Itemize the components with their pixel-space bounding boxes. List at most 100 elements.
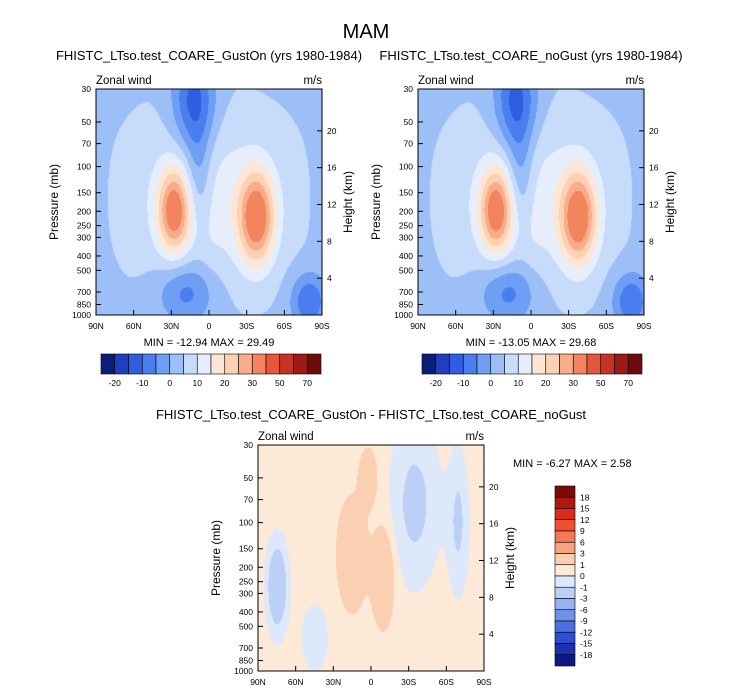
- x-tick-label: 30S: [561, 321, 576, 331]
- height-tick-label: 12: [649, 200, 659, 210]
- y-tick-label: 250: [239, 577, 253, 587]
- height-tick-label: 4: [489, 629, 494, 639]
- colorbar-label: -15: [580, 639, 593, 649]
- colorbar-box: [554, 519, 576, 532]
- colorbar-box: [554, 586, 576, 599]
- colorbar-label: 20: [220, 378, 230, 388]
- colorbar-box: [114, 353, 129, 375]
- colorbar-box: [554, 508, 576, 521]
- left-label: Zonal wind: [258, 431, 314, 443]
- height-tick-label: 8: [649, 236, 654, 246]
- y-tick-label: 100: [399, 162, 413, 172]
- colorbar-label: 30: [569, 378, 579, 388]
- y-tick-label: 70: [404, 139, 414, 149]
- x-tick-label: 30S: [401, 677, 416, 687]
- colorbar-label: -10: [457, 378, 470, 388]
- colorbar-box: [627, 353, 643, 375]
- height-axis-title: Height (km): [663, 171, 677, 233]
- minmax-label: MIN = -13.05 MAX = 29.68: [466, 337, 597, 349]
- y-tick-label: 700: [239, 643, 253, 653]
- colorbar-box: [559, 353, 574, 375]
- y-tick-label: 100: [77, 162, 91, 172]
- colorbar-label: 10: [514, 378, 524, 388]
- colorbar-box: [554, 553, 576, 566]
- colorbar: -20 -10 0 10 20 30 50 70: [100, 353, 322, 388]
- y-tick-label: 200: [77, 206, 91, 216]
- colorbar-label: 50: [596, 378, 606, 388]
- height-tick-label: 4: [649, 273, 654, 283]
- y-tick-label: 850: [77, 300, 91, 310]
- height-tick-label: 20: [327, 126, 337, 136]
- contour-field: [258, 445, 484, 671]
- figure-title: MAM: [343, 21, 390, 43]
- y-tick-label: 70: [244, 495, 254, 505]
- colorbar-box: [490, 353, 505, 375]
- colorbar-label: 70: [303, 378, 313, 388]
- colorbar-label: 20: [541, 378, 551, 388]
- colorbar-label: 3: [580, 549, 585, 559]
- height-tick-label: 16: [649, 163, 659, 173]
- colorbar-label: 30: [248, 378, 258, 388]
- y-tick-label: 1000: [72, 310, 91, 320]
- y-tick-label: 850: [399, 300, 413, 310]
- colorbar-box: [238, 353, 253, 375]
- y-tick-label: 150: [399, 188, 413, 198]
- colorbar: -20 -10 0 10 20 30 50 70: [421, 353, 643, 388]
- height-tick-label: 20: [489, 482, 499, 492]
- y-tick-label: 500: [239, 621, 253, 631]
- height-tick-label: 8: [489, 592, 494, 602]
- y-tick-label: 250: [77, 221, 91, 231]
- colorbar-box: [449, 353, 464, 375]
- colorbar-box: [279, 353, 294, 375]
- y-tick-label: 150: [77, 188, 91, 198]
- y-tick-label: 30: [82, 84, 92, 94]
- colorbar-label: 10: [193, 378, 203, 388]
- y-tick-label: 1000: [234, 666, 253, 676]
- colorbar-label: -20: [430, 378, 443, 388]
- colorbar-label: 9: [580, 526, 585, 536]
- x-tick-label: 90S: [476, 677, 491, 687]
- colorbar-label: 0: [488, 378, 493, 388]
- right-label: m/s: [625, 75, 644, 87]
- colorbar-box: [128, 353, 143, 375]
- panel-gust-on: FHISTC_LTso.test_COARE_GustOn (yrs 1980-…: [47, 48, 362, 388]
- panel-title: FHISTC_LTso.test_COARE_noGust (yrs 1980-…: [379, 48, 682, 63]
- y-tick-label: 400: [77, 251, 91, 261]
- y-tick-label: 1000: [394, 310, 413, 320]
- x-tick-label: 60N: [448, 321, 464, 331]
- x-tick-label: 30N: [486, 321, 502, 331]
- height-axis-title: Height (km): [503, 527, 517, 589]
- y-tick-label: 200: [239, 562, 253, 572]
- x-tick-label: 60N: [126, 321, 142, 331]
- colorbar-box: [476, 353, 492, 375]
- colorbar-label: 70: [624, 378, 634, 388]
- colorbar-box: [265, 353, 281, 375]
- y-tick-label: 30: [404, 84, 414, 94]
- x-tick-label: 90N: [250, 677, 266, 687]
- colorbar-box: [462, 353, 478, 375]
- y-tick-label: 50: [244, 473, 254, 483]
- left-label: Zonal wind: [96, 75, 152, 87]
- x-tick-label: 60N: [288, 677, 304, 687]
- colorbar-box: [554, 564, 576, 577]
- x-tick-label: 0: [369, 677, 374, 687]
- height-tick-label: 4: [327, 273, 332, 283]
- colorbar-box: [531, 353, 547, 375]
- y-tick-label: 300: [399, 232, 413, 242]
- right-label: m/s: [465, 431, 484, 443]
- colorbar-label: -18: [580, 650, 593, 660]
- height-axis-title: Height (km): [341, 171, 355, 233]
- colorbar-label: 0: [167, 378, 172, 388]
- colorbar-box: [572, 353, 588, 375]
- colorbar-box: [306, 353, 322, 375]
- y-tick-label: 850: [239, 656, 253, 666]
- colorbar-box: [421, 353, 437, 375]
- colorbar-box: [224, 353, 239, 375]
- y-tick-label: 50: [404, 117, 414, 127]
- panel-title: FHISTC_LTso.test_COARE_GustOn (yrs 1980-…: [56, 48, 362, 63]
- y-tick-label: 500: [399, 265, 413, 275]
- colorbar-label: 50: [275, 378, 285, 388]
- colorbar-box: [210, 353, 226, 375]
